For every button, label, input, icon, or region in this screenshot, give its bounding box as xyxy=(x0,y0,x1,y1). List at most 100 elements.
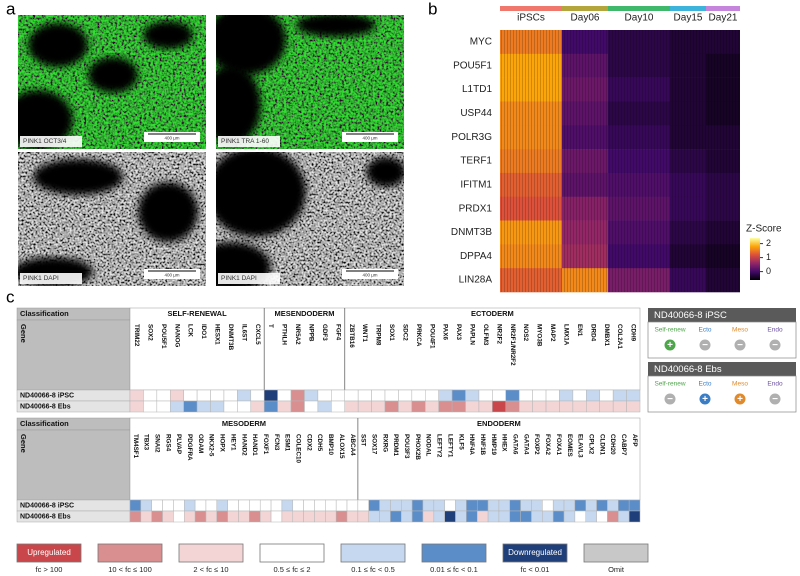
image-caption: PINK1 OCT3/4 xyxy=(23,138,67,145)
score-cell xyxy=(487,499,500,512)
score-cell xyxy=(156,389,171,402)
gene-name: SOX1 xyxy=(388,324,395,341)
gene-name: TBX3 xyxy=(143,434,150,451)
gene-name: BMP10 xyxy=(327,434,334,455)
gene-name: T xyxy=(267,324,274,328)
group-header: SELF-RENEWAL xyxy=(168,309,228,318)
score-cell xyxy=(368,510,380,523)
caption-box xyxy=(218,273,280,284)
gene-label: PRDX1 xyxy=(459,203,493,214)
image-body xyxy=(216,15,404,149)
gene-name: NODAL xyxy=(425,434,432,457)
gene-name: CDH9 xyxy=(630,324,637,342)
score-cell xyxy=(532,400,547,413)
score-cell xyxy=(325,499,337,512)
gene-name: GATA6 xyxy=(512,434,519,455)
summary-sign: − xyxy=(667,394,673,405)
score-cell xyxy=(250,389,265,402)
group-label: Day10 xyxy=(625,13,654,24)
score-cell xyxy=(357,510,369,523)
group-header: ENDODERM xyxy=(477,419,521,428)
legend-box xyxy=(502,543,568,563)
image-gap xyxy=(296,15,376,37)
gene-label: USP44 xyxy=(460,108,492,119)
summary-sign: + xyxy=(737,394,743,405)
legend-box xyxy=(583,543,649,563)
colorbar-tick-label: 1 xyxy=(766,252,771,262)
score-cell xyxy=(379,510,391,523)
score-cell xyxy=(140,499,152,512)
summary-icon xyxy=(734,339,746,351)
gene-name: PTHLH xyxy=(281,324,288,345)
gene-name: SOX2 xyxy=(146,324,153,341)
gene-label: L1TD1 xyxy=(462,84,492,95)
score-cell xyxy=(281,499,294,512)
gene-name: HNF4A xyxy=(468,434,475,455)
score-cell xyxy=(607,510,619,523)
legend-caption: 2 < fc ≤ 10 xyxy=(193,565,228,574)
score-cell xyxy=(476,510,489,523)
score-cell xyxy=(465,389,480,402)
gene-name: ABCA4 xyxy=(349,434,356,456)
score-cell xyxy=(170,389,184,402)
image-body xyxy=(18,152,206,286)
score-cell xyxy=(626,400,641,413)
image-gap xyxy=(366,157,404,187)
score-cell xyxy=(628,499,641,512)
colorbar-tick-label: 2 xyxy=(766,238,771,248)
gene-name: DNMT3B xyxy=(227,324,234,351)
score-cell xyxy=(371,389,386,402)
gene-name: LCK xyxy=(187,324,194,337)
gene-name: TRIM22 xyxy=(133,324,140,347)
score-cell xyxy=(618,510,630,523)
score-cell xyxy=(331,400,345,413)
score-cell xyxy=(401,499,413,512)
score-cell xyxy=(317,400,332,413)
score-cell xyxy=(170,400,184,413)
gene-name: CDX2 xyxy=(305,434,312,451)
score-cell xyxy=(492,389,507,402)
score-cell xyxy=(281,510,294,523)
gene-name: EN1 xyxy=(576,324,583,337)
score-cell xyxy=(599,400,614,413)
score-cell xyxy=(263,389,278,402)
legend-caption: fc > 100 xyxy=(36,565,63,574)
score-cell xyxy=(599,389,614,402)
score-cell xyxy=(277,389,292,402)
image-gap xyxy=(143,21,193,49)
summary-item-label: Self-renew xyxy=(654,381,685,388)
score-cell xyxy=(210,389,225,402)
score-cell xyxy=(596,510,608,523)
score-cell xyxy=(401,510,413,523)
score-cell xyxy=(520,510,532,523)
score-cell xyxy=(277,400,292,413)
scale-label: 400 µm xyxy=(164,136,179,141)
score-cell xyxy=(607,499,619,512)
gene-name: KLF5 xyxy=(457,434,464,450)
score-cell xyxy=(325,510,337,523)
score-cell xyxy=(572,389,587,402)
gene-name: NPPB xyxy=(308,324,315,342)
score-cell xyxy=(129,400,144,413)
summary-icon xyxy=(699,339,711,351)
score-cell xyxy=(290,400,305,413)
score-cell xyxy=(263,400,278,413)
score-cell xyxy=(531,510,543,523)
gene-name: CDH5 xyxy=(316,434,323,452)
legend-box xyxy=(259,543,325,563)
micrograph: PINK1 DAPI 400 µm xyxy=(216,152,404,286)
score-cell xyxy=(612,400,627,413)
legend-caption: 0.5 ≤ fc ≤ 2 xyxy=(274,565,311,574)
cell-texture xyxy=(500,30,740,292)
gene-name: HOPX xyxy=(219,434,226,453)
score-cell xyxy=(542,510,554,523)
summary-sign: − xyxy=(772,394,778,405)
score-cell xyxy=(357,389,372,402)
image-gap xyxy=(28,23,88,67)
gene-name: EOMES xyxy=(566,434,573,457)
score-cell xyxy=(498,510,511,523)
gene-name: MYO3B xyxy=(536,324,543,347)
gene-name: DMBX1 xyxy=(603,324,610,347)
score-cell xyxy=(465,400,480,413)
summary-body xyxy=(647,375,797,413)
